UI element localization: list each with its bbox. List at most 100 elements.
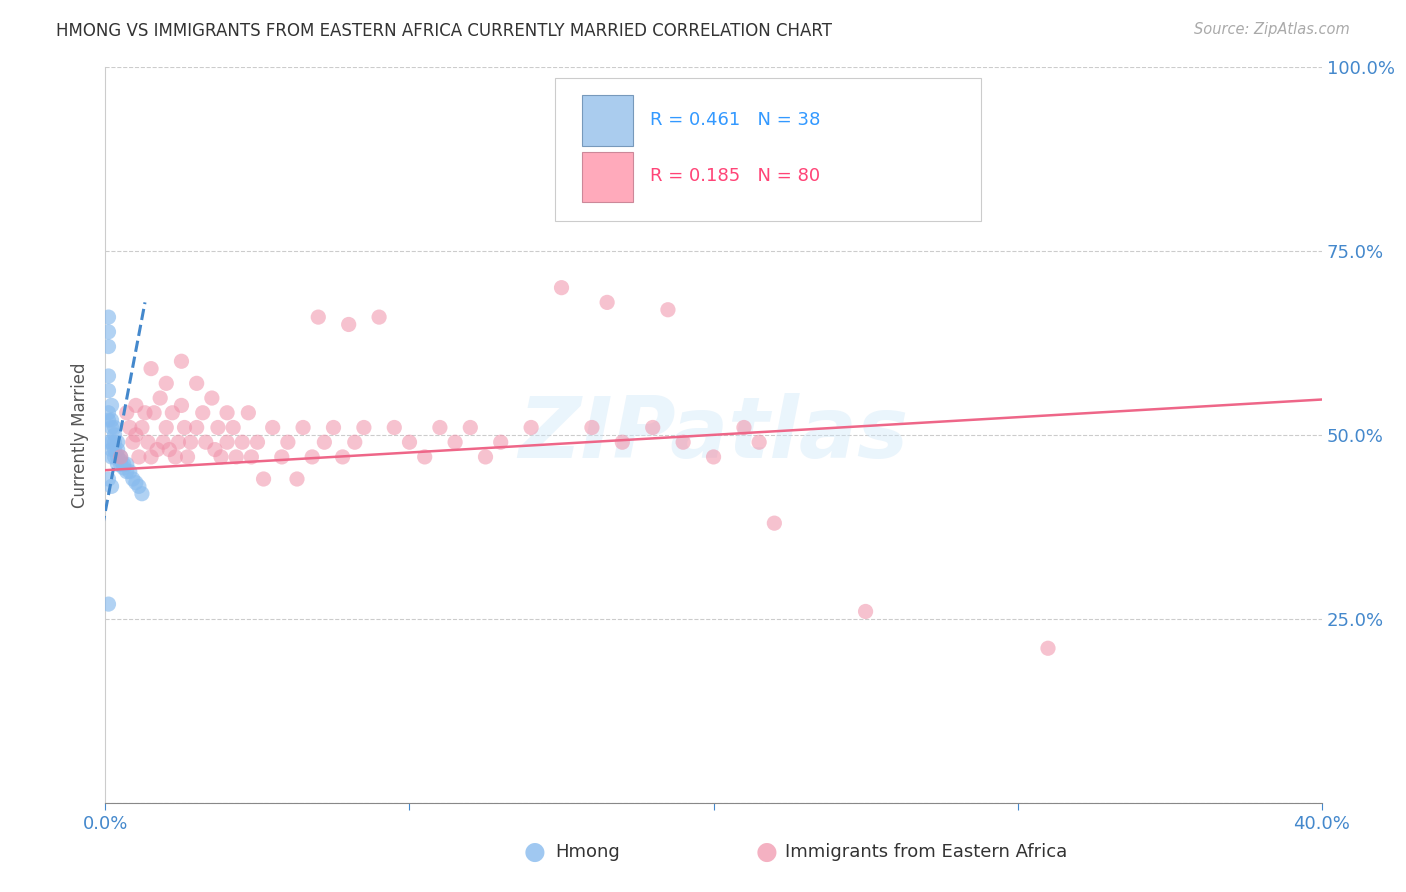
FancyBboxPatch shape — [582, 152, 633, 202]
Point — [121, 435, 143, 450]
Point — [155, 376, 177, 391]
Point — [103, 435, 125, 450]
Point — [180, 435, 202, 450]
Point — [489, 435, 512, 450]
Point — [474, 450, 496, 464]
Point — [301, 450, 323, 464]
Point — [322, 420, 344, 434]
Point — [550, 281, 572, 295]
Point — [157, 442, 180, 457]
Point — [204, 442, 226, 457]
Point — [139, 450, 162, 464]
Point — [162, 406, 184, 420]
Point — [207, 420, 229, 434]
FancyBboxPatch shape — [582, 95, 633, 145]
Point — [152, 435, 174, 450]
Text: Immigrants from Eastern Africa: Immigrants from Eastern Africa — [785, 843, 1067, 861]
Y-axis label: Currently Married: Currently Married — [72, 362, 90, 508]
Point — [146, 442, 169, 457]
Point — [100, 435, 122, 450]
Point — [107, 450, 129, 464]
Point — [136, 435, 159, 450]
Point — [97, 369, 120, 384]
Point — [194, 435, 217, 450]
Point — [332, 450, 354, 464]
Point — [252, 472, 274, 486]
Point — [855, 605, 877, 619]
Point — [115, 458, 138, 472]
Point — [125, 475, 148, 490]
Point — [672, 435, 695, 450]
Text: ●: ● — [523, 840, 546, 863]
Point — [131, 487, 153, 501]
Point — [97, 340, 120, 354]
Point — [763, 516, 786, 531]
Point — [262, 420, 284, 434]
Point — [103, 428, 125, 442]
Point — [657, 302, 679, 317]
Point — [97, 413, 120, 427]
Point — [170, 354, 193, 368]
Point — [167, 435, 190, 450]
Point — [110, 450, 132, 464]
Point — [191, 406, 214, 420]
Point — [170, 399, 193, 413]
Point — [201, 391, 224, 405]
Point — [413, 450, 436, 464]
Point — [112, 458, 135, 472]
Point — [149, 391, 172, 405]
Point — [115, 406, 138, 420]
Point — [217, 406, 239, 420]
Point — [97, 406, 120, 420]
Text: R = 0.461   N = 38: R = 0.461 N = 38 — [651, 111, 821, 128]
Point — [97, 384, 120, 398]
Point — [173, 420, 195, 434]
Point — [429, 420, 451, 434]
Point — [103, 442, 125, 457]
Point — [118, 420, 141, 434]
Text: ZIPatlas: ZIPatlas — [519, 393, 908, 476]
Point — [103, 450, 125, 464]
Point — [100, 450, 122, 464]
Point — [139, 361, 162, 376]
Point — [596, 295, 619, 310]
Point — [112, 461, 135, 475]
Point — [307, 310, 329, 325]
Point — [110, 458, 132, 472]
Point — [155, 420, 177, 434]
Point — [165, 450, 187, 464]
Point — [103, 420, 125, 434]
Point — [314, 435, 336, 450]
Point — [110, 453, 132, 467]
Point — [97, 435, 120, 450]
Point — [186, 420, 208, 434]
Text: R = 0.185   N = 80: R = 0.185 N = 80 — [651, 167, 821, 185]
Point — [240, 450, 263, 464]
Text: ●: ● — [755, 840, 778, 863]
Point — [97, 325, 120, 339]
Point — [520, 420, 543, 434]
Point — [292, 420, 315, 434]
Point — [277, 435, 299, 450]
Point — [641, 420, 664, 434]
Point — [398, 435, 420, 450]
Point — [97, 597, 120, 611]
Point — [209, 450, 232, 464]
Point — [107, 435, 129, 450]
Point — [733, 420, 755, 434]
Point — [444, 435, 467, 450]
Point — [134, 406, 156, 420]
Point — [231, 435, 253, 450]
Point — [581, 420, 603, 434]
Point — [222, 420, 245, 434]
Point — [368, 310, 391, 325]
Point — [107, 458, 129, 472]
Point — [186, 376, 208, 391]
Point — [285, 472, 308, 486]
Point — [270, 450, 292, 464]
Point — [128, 479, 150, 493]
Point — [128, 450, 150, 464]
Point — [246, 435, 269, 450]
Point — [748, 435, 770, 450]
Point — [382, 420, 405, 434]
